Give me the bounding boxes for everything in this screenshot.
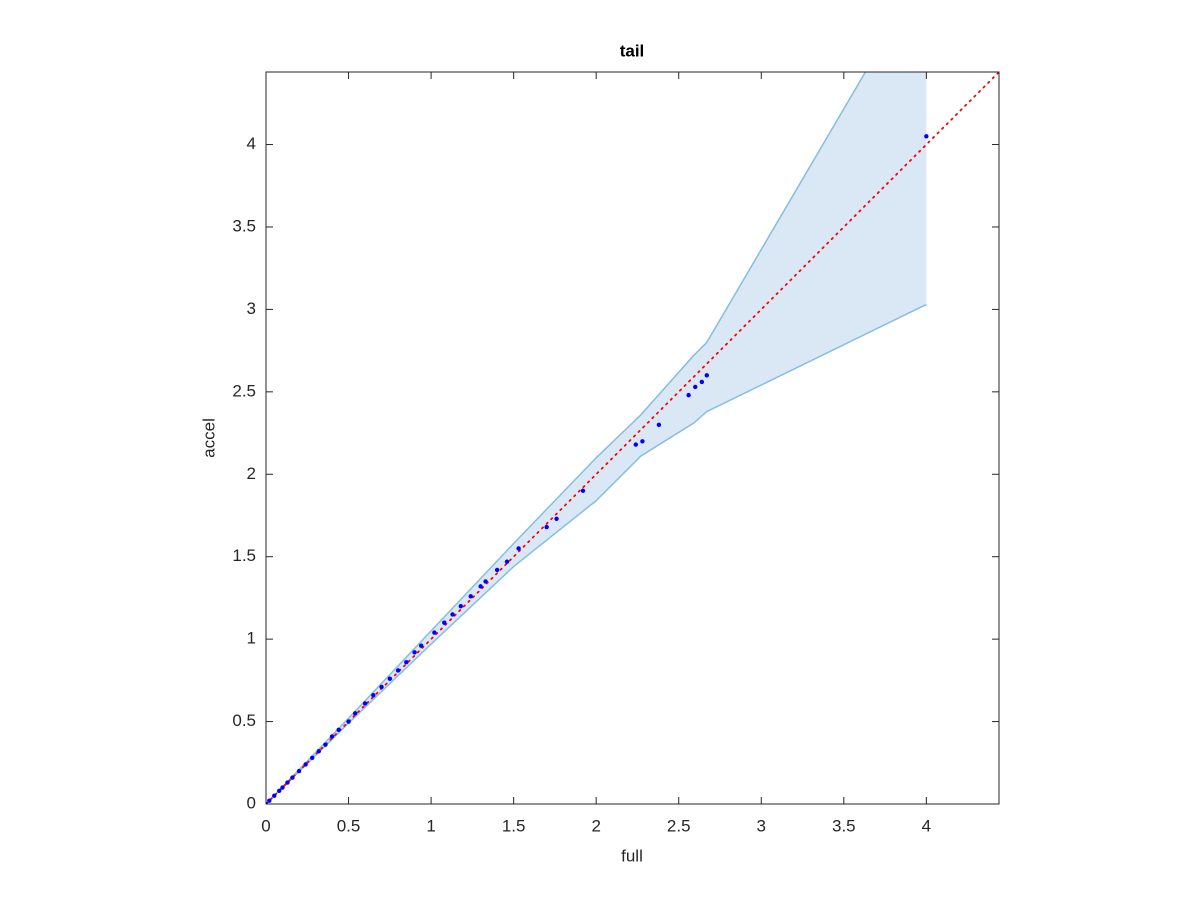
data-point bbox=[924, 134, 929, 139]
data-point bbox=[387, 676, 393, 681]
data-point bbox=[336, 727, 341, 733]
data-point bbox=[303, 762, 308, 767]
y-tick-label: 1 bbox=[247, 629, 256, 648]
data-point bbox=[285, 780, 290, 785]
data-point bbox=[412, 650, 417, 655]
data-point bbox=[371, 692, 376, 698]
data-point bbox=[296, 768, 302, 774]
data-point bbox=[554, 516, 559, 521]
data-point bbox=[693, 384, 698, 390]
data-point bbox=[277, 788, 282, 794]
data-point bbox=[699, 379, 705, 385]
data-point bbox=[544, 524, 549, 530]
data-point bbox=[494, 567, 500, 573]
x-tick-label: 1.5 bbox=[502, 816, 526, 835]
data-point bbox=[316, 749, 322, 754]
y-tick-label: 1.5 bbox=[232, 546, 256, 565]
x-tick-label: 1 bbox=[426, 816, 435, 835]
data-point bbox=[352, 711, 358, 716]
data-point bbox=[267, 798, 272, 803]
y-tick-label: 3.5 bbox=[232, 216, 256, 235]
data-point bbox=[379, 684, 384, 690]
data-point bbox=[310, 755, 315, 761]
data-point bbox=[266, 801, 269, 804]
axes-box bbox=[265, 71, 1000, 805]
data-point bbox=[640, 439, 645, 444]
y-tick-label: 0 bbox=[247, 793, 256, 812]
data-point bbox=[468, 594, 473, 599]
x-axis-label: full bbox=[621, 846, 643, 865]
y-tick-label: 0.5 bbox=[232, 711, 256, 730]
data-point bbox=[458, 603, 464, 609]
data-point bbox=[280, 785, 285, 790]
y-tick-label: 3 bbox=[247, 299, 256, 318]
data-point bbox=[483, 579, 488, 584]
plot-area bbox=[266, 72, 999, 804]
data-point bbox=[656, 422, 662, 428]
y-axis-label: accel bbox=[199, 418, 218, 458]
data-point bbox=[580, 488, 586, 493]
data-point bbox=[329, 734, 335, 739]
x-tick-label: 2 bbox=[591, 816, 600, 835]
data-point bbox=[272, 793, 277, 798]
y-tick-label: 4 bbox=[247, 134, 256, 153]
data-point bbox=[478, 584, 483, 589]
y-tick-label: 2 bbox=[247, 464, 256, 483]
data-point bbox=[442, 620, 447, 625]
data-point bbox=[516, 546, 521, 551]
data-point bbox=[450, 612, 455, 617]
confidence-band bbox=[266, 72, 927, 804]
data-point bbox=[404, 660, 409, 665]
data-point bbox=[290, 775, 295, 780]
data-point bbox=[323, 742, 328, 747]
data-point bbox=[704, 373, 709, 378]
x-tick-label: 4 bbox=[922, 816, 931, 835]
data-point bbox=[432, 630, 437, 635]
data-point bbox=[504, 559, 510, 564]
data-point bbox=[346, 719, 351, 724]
x-tick-label: 3.5 bbox=[832, 816, 856, 835]
data-point bbox=[418, 643, 424, 648]
x-tick-label: 2.5 bbox=[667, 816, 691, 835]
y-tick-label: 2.5 bbox=[232, 381, 256, 400]
chart-title: tail bbox=[620, 41, 645, 60]
data-point bbox=[362, 701, 368, 706]
x-tick-label: 0 bbox=[261, 816, 270, 835]
data-point bbox=[686, 392, 691, 398]
axes bbox=[265, 71, 1000, 805]
data-point bbox=[633, 442, 639, 447]
x-tick-label: 0.5 bbox=[337, 816, 361, 835]
data-point bbox=[395, 668, 401, 673]
band-upper-edge bbox=[266, 72, 867, 804]
x-tick-label: 3 bbox=[757, 816, 766, 835]
band-lower-edge bbox=[266, 303, 927, 804]
